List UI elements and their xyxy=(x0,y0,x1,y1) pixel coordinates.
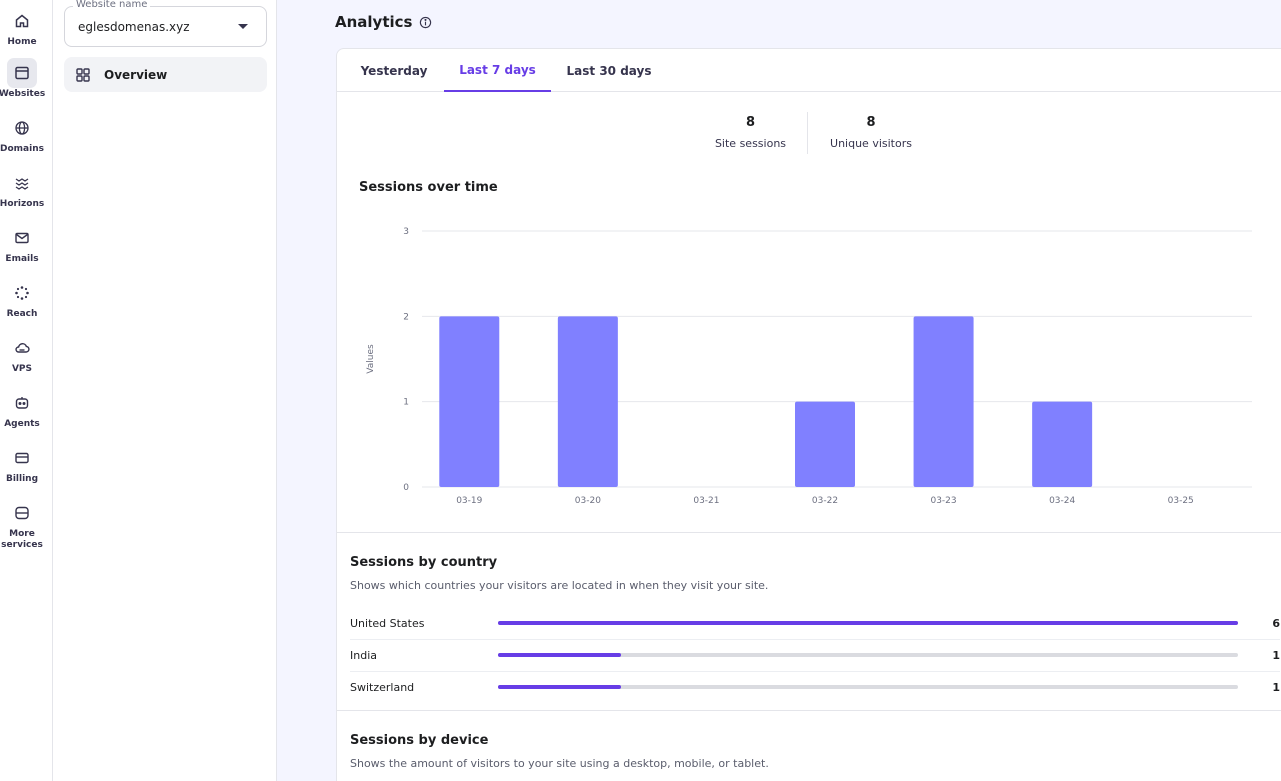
stat-label: Unique visitors xyxy=(830,137,912,150)
country-bar-fill xyxy=(498,653,622,657)
country-bar-fill xyxy=(498,685,622,689)
sessions-by-country-title: Sessions by country xyxy=(350,555,498,570)
country-name: United States xyxy=(350,617,425,630)
rail-item-home[interactable]: Home xyxy=(0,6,44,58)
sidebar-item-label: Overview xyxy=(104,67,168,82)
stat-site-sessions: 8 Site sessions xyxy=(703,115,798,150)
country-name: Switzerland xyxy=(350,681,415,694)
x-tick-label: 03-23 xyxy=(930,496,956,506)
rail-item-domains[interactable]: Domains xyxy=(0,113,44,165)
website-sidebar: Website name eglesdomenas.xyz Overview xyxy=(53,0,277,781)
horizons-icon xyxy=(7,168,37,198)
country-row: India 1 xyxy=(350,640,1280,671)
info-icon[interactable] xyxy=(419,16,432,29)
stat-label: Site sessions xyxy=(714,137,787,150)
more-services-icon xyxy=(7,498,37,528)
country-row: United States 6 xyxy=(350,608,1280,639)
tab-last-7-days[interactable]: Last 7 days xyxy=(444,49,551,92)
rail-label: Horizons xyxy=(0,199,45,209)
rail-label: Agents xyxy=(4,419,40,429)
page-title: Analytics xyxy=(335,13,432,31)
rail-item-emails[interactable]: Emails xyxy=(0,223,44,275)
rail-item-websites[interactable]: Websites xyxy=(0,58,46,110)
chevron-down-icon xyxy=(238,24,248,29)
rail-item-billing[interactable]: Billing xyxy=(0,443,44,495)
rail-label: VPS xyxy=(11,364,33,374)
sessions-by-device-title: Sessions by device xyxy=(350,733,489,748)
country-count: 1 xyxy=(1272,681,1280,694)
x-tick-label: 03-22 xyxy=(812,496,838,506)
x-tick-label: 03-25 xyxy=(1168,496,1194,506)
rail-item-vps[interactable]: VPS xyxy=(0,333,44,385)
tab-last-30-days[interactable]: Last 30 days xyxy=(566,63,652,78)
sidebar-item-overview[interactable]: Overview xyxy=(64,57,267,92)
stat-value: 8 xyxy=(866,115,876,130)
page-title-text: Analytics xyxy=(335,13,413,31)
section-divider xyxy=(337,710,1281,711)
home-icon xyxy=(7,6,37,36)
websites-icon xyxy=(7,58,37,88)
y-tick-label: 0 xyxy=(403,483,409,493)
icon-rail: Home Websites Domains Horizons Emails Re… xyxy=(0,0,53,781)
chart-bar xyxy=(557,316,618,487)
row-divider xyxy=(350,671,1280,672)
sessions-over-time-title: Sessions over time xyxy=(359,180,498,195)
x-tick-label: 03-21 xyxy=(693,496,719,506)
rail-item-horizons[interactable]: Horizons xyxy=(0,168,44,220)
sessions-bar-chart: 0 1 2 3 Values 03-19 03-20 03-21 03-22 03-23 03-24… xyxy=(366,227,1252,506)
website-select-label: Website name xyxy=(73,0,151,10)
stat-unique-visitors: 8 Unique visitors xyxy=(821,115,921,150)
rail-item-reach[interactable]: Reach xyxy=(0,278,44,330)
rail-label: More services xyxy=(1,529,43,550)
rail-label: Reach xyxy=(6,309,38,319)
agent-icon xyxy=(7,388,37,418)
rail-item-agents[interactable]: Agents xyxy=(0,388,44,440)
country-name: India xyxy=(350,649,377,662)
chart-bar xyxy=(795,401,855,487)
country-bar-track xyxy=(498,685,1238,689)
country-bar-fill xyxy=(498,621,1238,625)
rail-item-more-services[interactable]: More services xyxy=(0,498,44,560)
chart-bar xyxy=(1032,401,1093,487)
stat-divider xyxy=(807,112,808,154)
reach-icon xyxy=(7,278,37,308)
y-axis-label: Values xyxy=(366,344,376,374)
globe-icon xyxy=(7,113,37,143)
country-count: 6 xyxy=(1272,617,1280,630)
country-row: Switzerland 1 xyxy=(350,672,1280,703)
rail-label: Domains xyxy=(0,144,44,154)
website-select-value: eglesdomenas.xyz xyxy=(78,20,190,34)
cloud-icon xyxy=(7,333,37,363)
x-tick-label: 03-19 xyxy=(456,496,482,506)
dashboard-icon xyxy=(76,67,90,82)
country-count: 1 xyxy=(1272,649,1280,662)
x-tick-label: 03-24 xyxy=(1049,496,1075,506)
website-select[interactable]: Website name eglesdomenas.xyz xyxy=(64,0,267,47)
section-divider xyxy=(337,532,1281,533)
card-icon xyxy=(7,443,37,473)
rail-label: Websites xyxy=(0,89,46,99)
sessions-by-country-description: Shows which countries your visitors are … xyxy=(350,579,769,592)
rail-label: Home xyxy=(7,37,37,47)
chart-bar xyxy=(913,316,974,487)
x-tick-label: 03-20 xyxy=(575,496,601,506)
mail-icon xyxy=(7,223,37,253)
analytics-card: Yesterday Last 7 days Last 30 days 8 Sit… xyxy=(336,48,1281,781)
stat-value: 8 xyxy=(745,115,756,130)
y-tick-label: 3 xyxy=(403,227,409,237)
rail-label: Emails xyxy=(5,254,39,264)
country-bar-track xyxy=(498,621,1238,625)
sessions-by-device-description: Shows the amount of visitors to your sit… xyxy=(350,757,769,770)
y-tick-label: 2 xyxy=(403,312,409,322)
tab-yesterday[interactable]: Yesterday xyxy=(360,63,428,78)
chart-bar xyxy=(439,316,500,487)
rail-label: Billing xyxy=(5,474,39,484)
country-bar-track xyxy=(498,653,1238,657)
y-tick-label: 1 xyxy=(403,398,409,408)
period-tabs: Yesterday Last 7 days Last 30 days xyxy=(337,49,1281,92)
row-divider xyxy=(350,639,1280,640)
